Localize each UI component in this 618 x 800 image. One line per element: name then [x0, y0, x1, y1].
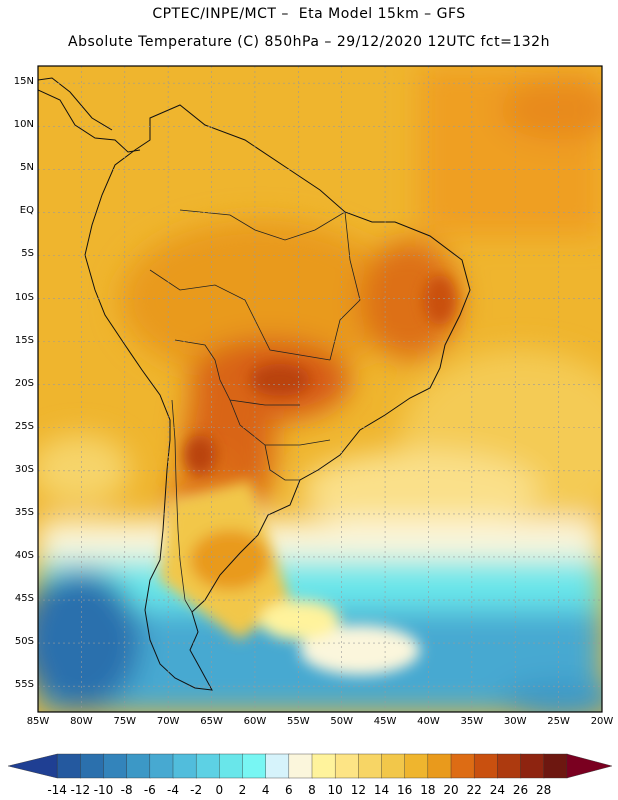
colorbar-tick-label: 6: [285, 783, 293, 797]
longitude-tick-label: 55W: [286, 716, 310, 727]
colorbar-swatch: [427, 753, 452, 779]
colorbar-tick-label: -10: [93, 783, 114, 797]
longitude-tick-label: 75W: [113, 716, 137, 727]
latitude-tick-label: 55S: [14, 679, 34, 691]
colorbar-swatch: [543, 753, 568, 779]
longitude-tick-label: 50W: [330, 716, 353, 727]
latitude-tick-label: 10N: [13, 119, 34, 131]
longitude-tick-label: 25W: [547, 716, 570, 727]
colorbar-swatch: [381, 753, 406, 779]
colorbar-swatch: [56, 753, 82, 779]
colorbar-tick-label: 12: [350, 783, 366, 797]
latitude-tick-label: 50S: [14, 636, 34, 648]
central-america-coastline: [38, 77, 141, 153]
lat-lon-grid: [37, 66, 603, 712]
colorbar-swatch: [103, 753, 128, 779]
colorbar-swatch: [80, 753, 105, 779]
longitude-tick-label: 30W: [503, 716, 527, 727]
longitude-tick-label: 45W: [373, 716, 397, 727]
longitude-tick-label: 80W: [70, 716, 93, 727]
colorbar-tick-label: 16: [397, 783, 413, 797]
colorbar-tick-label: -12: [70, 783, 91, 797]
map-title-line-2: Absolute Temperature (C) 850hPa – 29/12/…: [68, 34, 550, 50]
colorbar-tick-label: 28: [536, 783, 552, 797]
colorbar-swatch: [358, 753, 383, 779]
colorbar-tick-label: 10: [327, 783, 343, 797]
map-title-line-1: CPTEC/INPE/MCT – Eta Model 15km – GFS: [152, 6, 466, 22]
colorbar-swatch: [149, 753, 174, 779]
longitude-tick-label: 60W: [243, 716, 267, 727]
colorbar-swatch: [473, 753, 499, 779]
colorbar-swatch: [497, 753, 522, 779]
latitude-tick-label: EQ: [19, 205, 34, 217]
longitude-tick-label: 20W: [590, 716, 614, 727]
colorbar-swatch: [172, 753, 197, 779]
colorbar-swatch: [219, 753, 244, 779]
latitude-tick-label: 10S: [14, 291, 34, 303]
colorbar-tick-label: -4: [167, 783, 179, 797]
colorbar-swatch: [520, 753, 545, 779]
longitude-tick-label: 85W: [26, 716, 50, 727]
colorbar-swatch: [311, 753, 336, 779]
colorbar-tick-label: 4: [261, 783, 270, 797]
colorbar-tick-label: 2: [238, 783, 247, 797]
colorbar-tick-label: 22: [466, 783, 482, 797]
longitude-tick-label: 70W: [156, 716, 180, 727]
latitude-tick-label: 5S: [21, 248, 34, 260]
colorbar-swatch: [288, 753, 313, 779]
latitude-tick-label: 25S: [14, 420, 34, 432]
colorbar-swatch: [334, 753, 360, 779]
colorbar-tick-label: -2: [190, 783, 203, 797]
colorbar-swatch: [566, 753, 613, 779]
map-frame: [37, 65, 603, 713]
latitude-tick-label: 35S: [14, 506, 34, 518]
colorbar-tick-label: 20: [443, 783, 459, 797]
colorbar-tick-label: 18: [420, 783, 436, 797]
colorbar-tick-label: 0: [215, 783, 224, 797]
longitude-tick-label: 35W: [460, 716, 484, 727]
colorbar-tick-label: 26: [512, 783, 529, 797]
colorbar-tick-label: -14: [47, 783, 67, 797]
colorbar-tick-label: -8: [120, 783, 133, 797]
colorbar-tick-label: -6: [143, 783, 156, 797]
colorbar-tick-label: 8: [308, 783, 316, 797]
temperature-field: [38, 66, 602, 712]
colorbar-swatch: [404, 753, 429, 779]
latitude-tick-label: 20S: [14, 377, 34, 389]
colorbar-swatch: [450, 753, 475, 779]
latitude-tick-label: 40S: [14, 549, 34, 561]
latitude-tick-label: 15N: [13, 76, 34, 88]
longitude-tick-label: 40W: [417, 716, 440, 727]
latitude-tick-label: 5N: [20, 162, 34, 174]
colorbar-swatch: [126, 753, 151, 779]
longitude-tick-label: 65W: [200, 716, 223, 727]
colorbar-swatch: [195, 753, 221, 779]
latitude-tick-label: 15S: [14, 334, 34, 346]
colorbar-tick-label: 14: [373, 783, 390, 797]
latitude-tick-label: 45S: [14, 593, 34, 605]
colorbar-swatch: [265, 753, 290, 779]
latitude-tick-label: 30S: [14, 463, 34, 475]
colorbar-tick-label: 24: [489, 783, 505, 797]
colorbar-swatch: [242, 753, 267, 779]
colorbar-swatch: [7, 753, 58, 779]
country-borders: [149, 209, 361, 613]
temperature-colorbar: [7, 753, 613, 779]
